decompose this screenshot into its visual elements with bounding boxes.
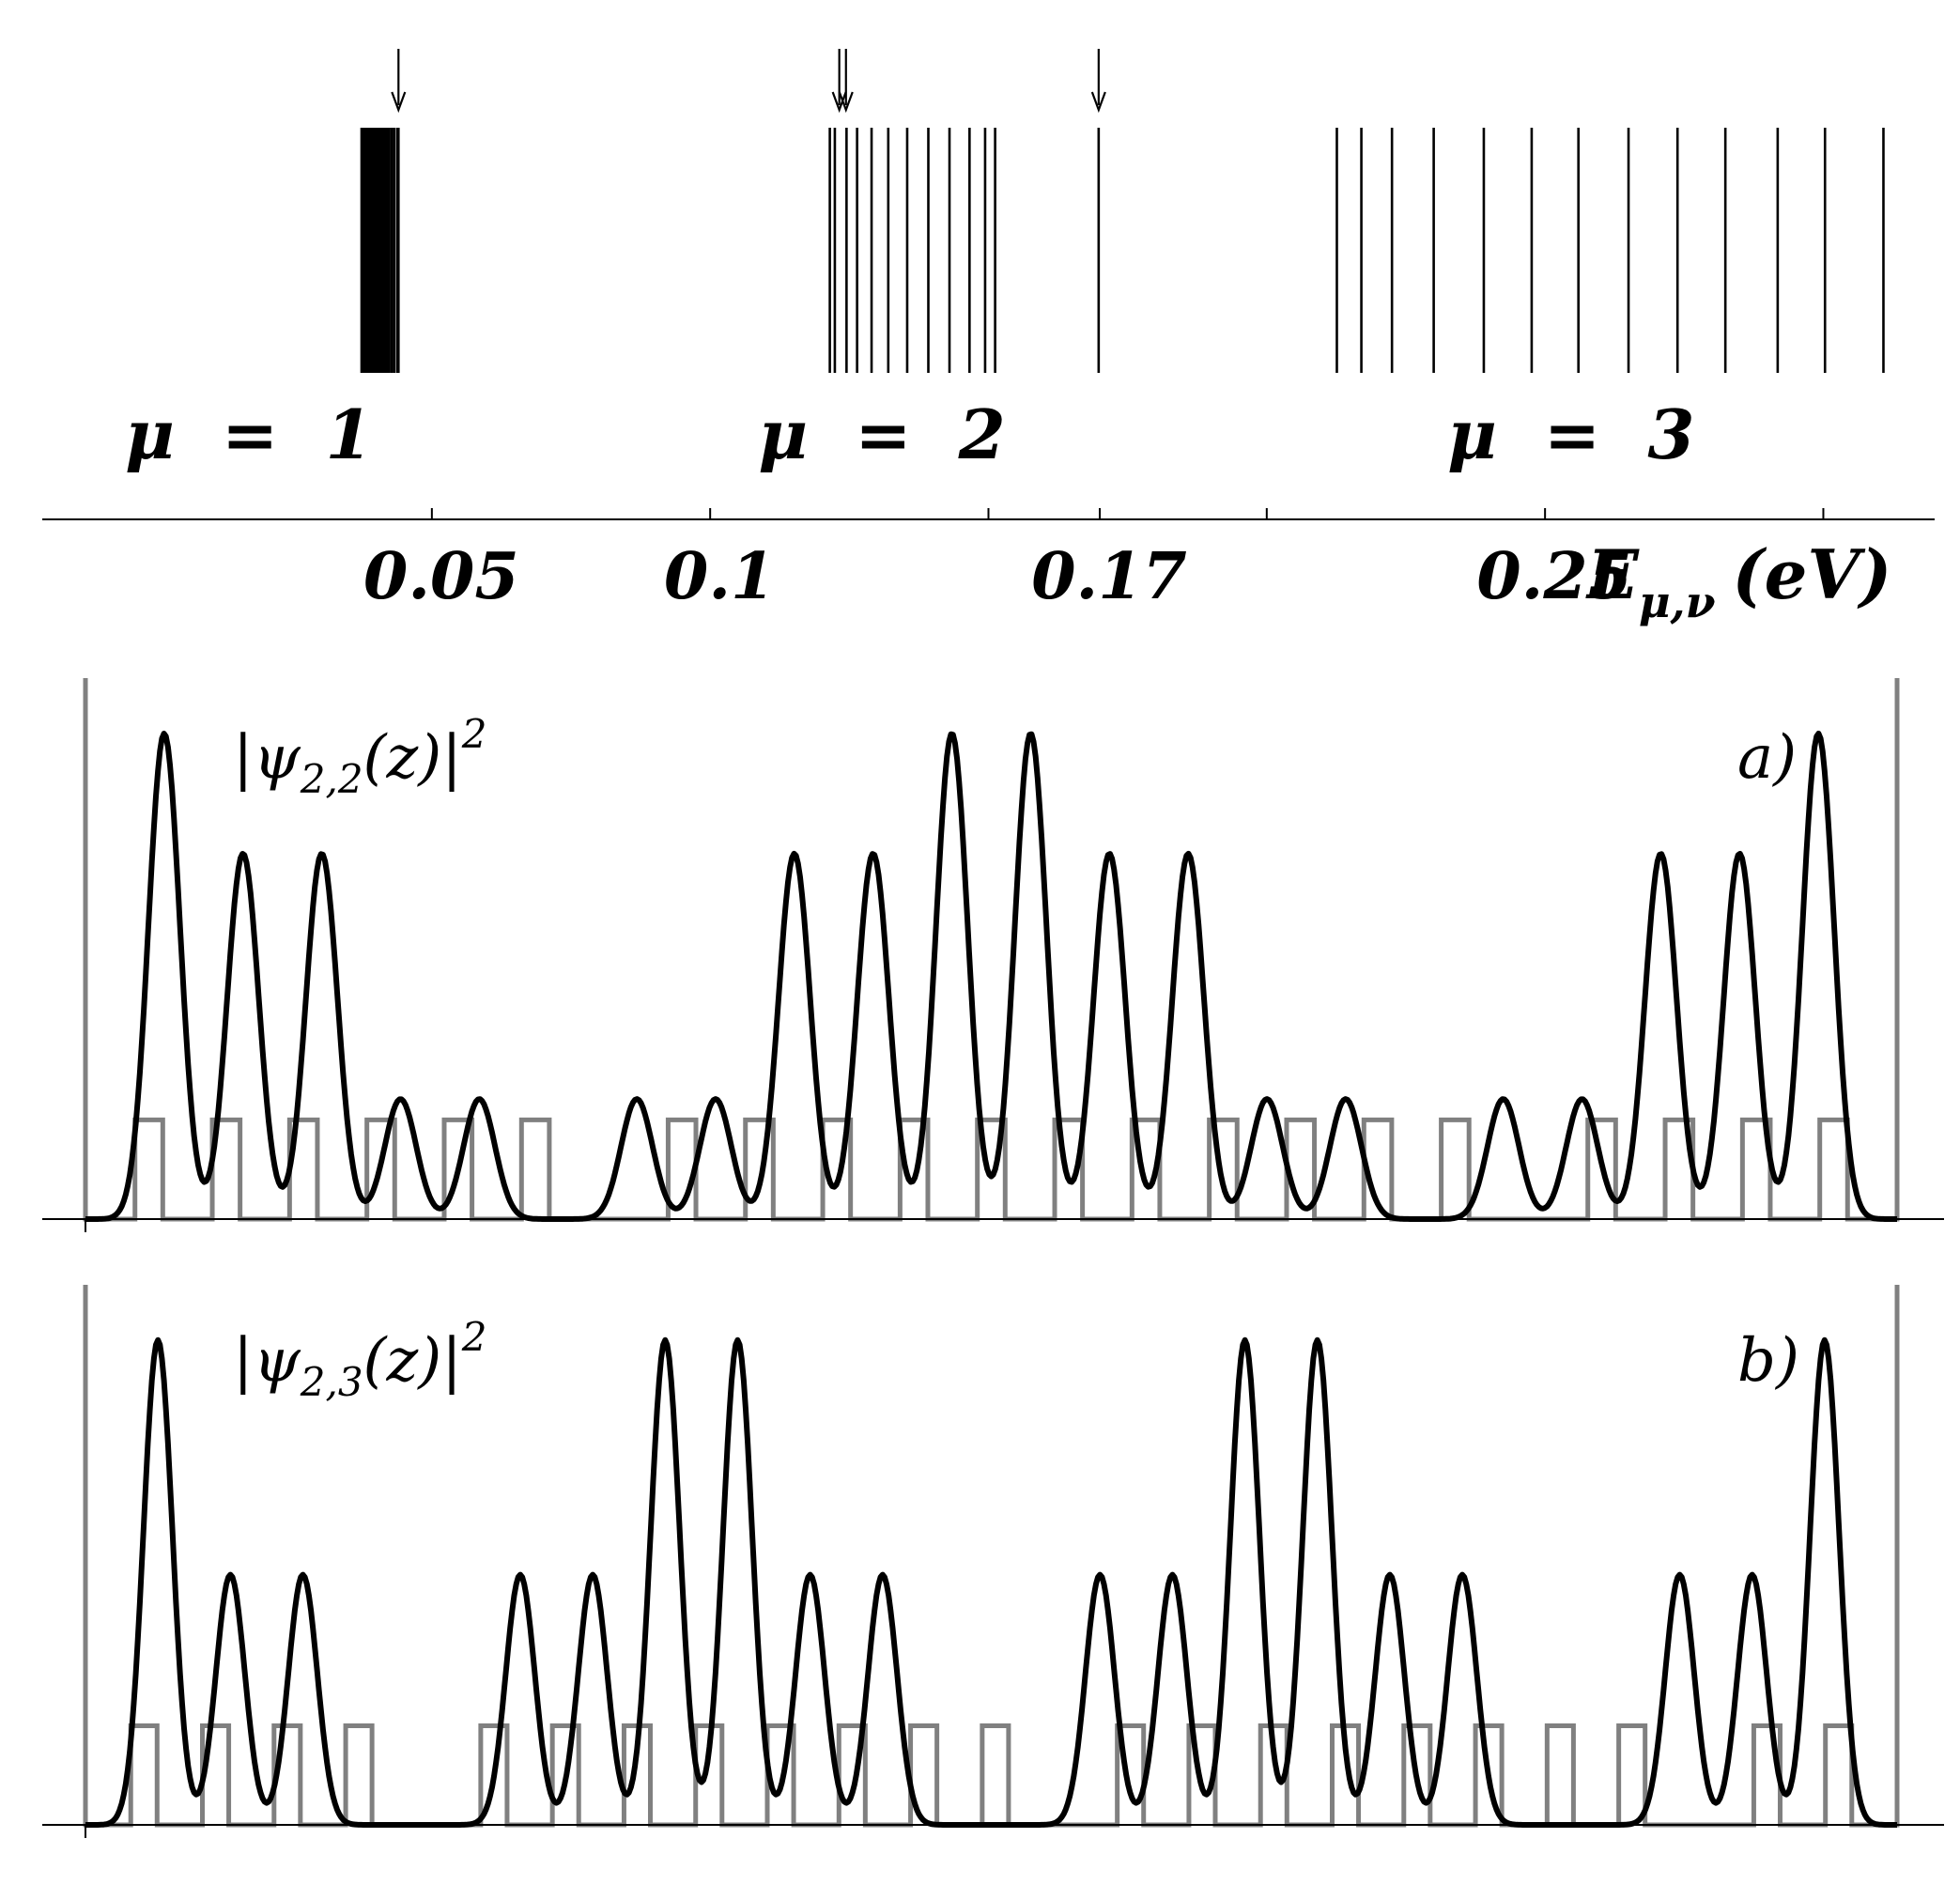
arrow-2: [838, 49, 854, 114]
energy-levels: [360, 128, 1885, 373]
energy-axis-label: Eμ,ν (eV): [1585, 534, 1891, 627]
energy-axis-subscript: μ,ν: [1639, 577, 1716, 627]
panel-b-title-psi: |ψ: [233, 1326, 301, 1396]
panel-b-tag: b): [1737, 1326, 1799, 1396]
energy-tick-label-0: 0.05: [363, 539, 519, 614]
energy-tick-label-5: 0.25: [1476, 539, 1632, 614]
band-label-mu-1: μ = 1: [125, 394, 372, 474]
energy-ticks: 0.05 0.1 0.17 0.25: [363, 508, 1825, 614]
panel-b: |ψ2,3(z)|2 b): [42, 1285, 1944, 1838]
energy-spectrum-panel: μ = 1 μ = 2 μ = 3 0.05 0.1 0.17 0.25 Eμ,ν (e…: [42, 49, 1935, 627]
band-label-mu-3: μ = 3: [1447, 394, 1694, 474]
band-label-mu-2: μ = 2: [758, 394, 1005, 474]
panel-b-title-power: 2: [461, 1314, 487, 1360]
panel-a-title-power: 2: [461, 711, 487, 757]
density-curve-b: [85, 1336, 1898, 1828]
energy-axis-symbol: E: [1585, 534, 1640, 614]
potential-profile-a: [83, 678, 1900, 1222]
arrow-1: [831, 49, 847, 114]
energy-tick-label-3: 0.17: [1031, 539, 1187, 614]
panel-b-title: |ψ2,3(z)|2: [233, 1314, 487, 1405]
energy-tick-label-1: 0.1: [664, 539, 775, 614]
panel-a: |ψ2,2(z)|2 a): [42, 678, 1944, 1232]
density-curve-a: [85, 731, 1898, 1222]
energy-axis-unit: (eV): [1733, 534, 1892, 614]
panel-a-title-subscript: 2,2: [300, 756, 363, 802]
level-arrows: [391, 49, 1106, 114]
panel-a-title: |ψ2,2(z)|2: [233, 711, 487, 802]
panel-b-title-suffix: (z)|: [363, 1326, 462, 1396]
arrow-0: [391, 49, 407, 114]
panel-a-title-suffix: (z)|: [363, 723, 462, 793]
panel-a-tag: a): [1737, 723, 1797, 793]
arrow-3: [1090, 49, 1106, 114]
panel-b-title-subscript: 2,3: [300, 1359, 363, 1405]
panel-a-title-psi: |ψ: [233, 723, 301, 793]
